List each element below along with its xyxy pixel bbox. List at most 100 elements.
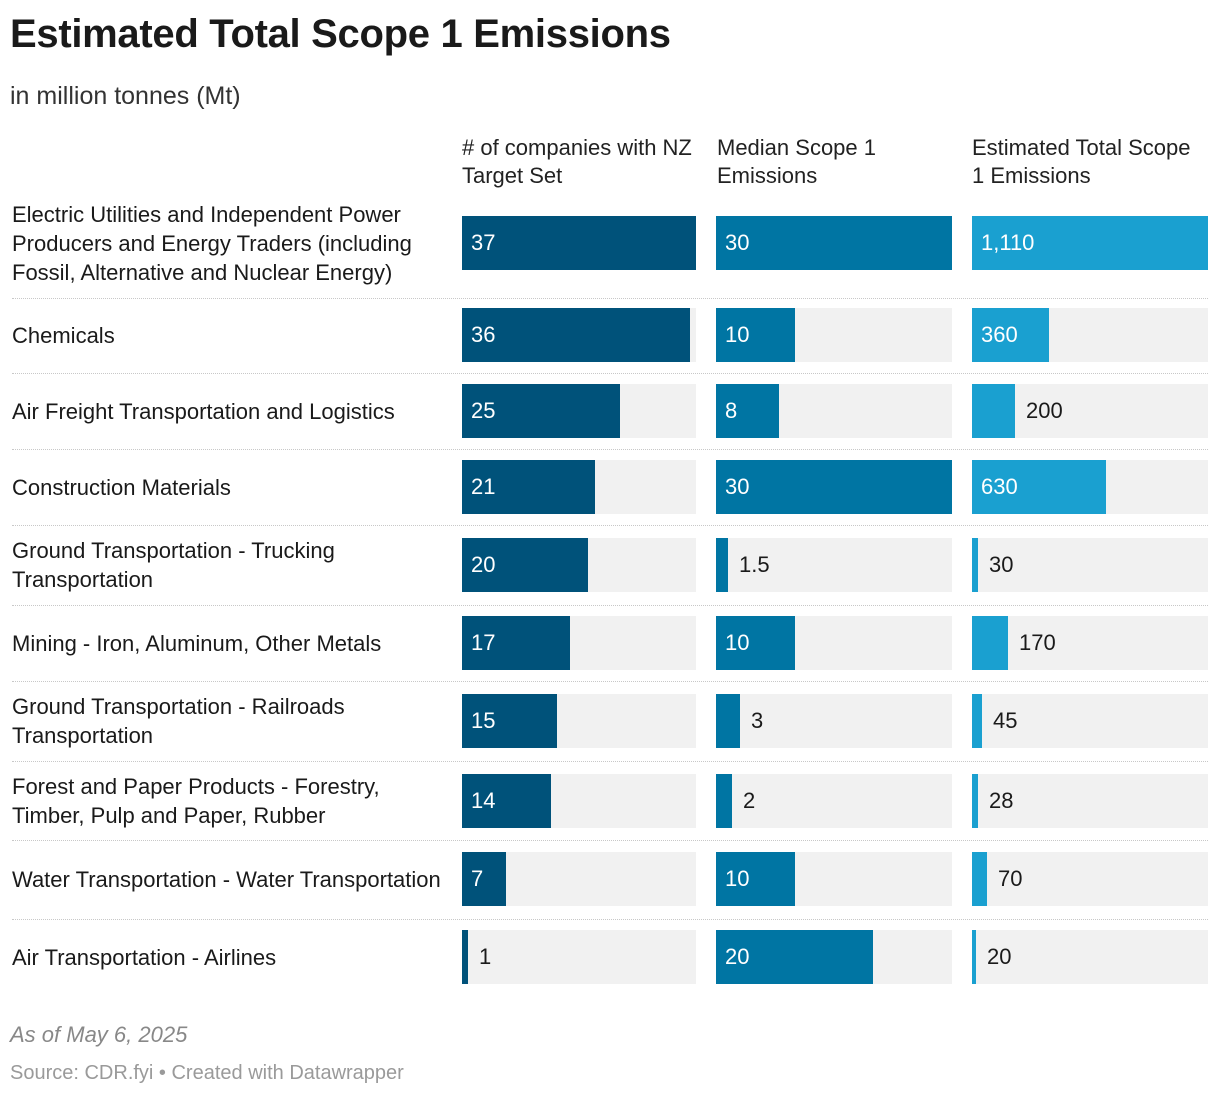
value-label-total: 70 — [998, 866, 1023, 891]
bar-track-median: 8 — [716, 384, 952, 438]
value-label-median: 30 — [725, 474, 750, 499]
bar-total — [972, 308, 1049, 362]
bar-track-companies: 36 — [462, 308, 696, 362]
bar-track-total: 1,110 — [972, 216, 1208, 270]
bar-track-companies: 17 — [462, 616, 696, 670]
bar-median — [716, 852, 795, 906]
row-label: Chemicals — [12, 322, 115, 348]
bar-median — [716, 616, 795, 670]
row-label: Air Transportation - Airlines — [12, 944, 277, 970]
value-label-companies: 14 — [471, 788, 496, 813]
bar-companies — [462, 538, 588, 592]
bar-companies — [462, 616, 570, 670]
row-label: Mining - Iron, Aluminum, Other Metals — [12, 630, 382, 656]
row-separator — [12, 919, 1208, 920]
bar-track-total: 28 — [972, 774, 1208, 828]
row-separator — [12, 605, 1208, 606]
chart-title: Estimated Total Scope 1 Emissions — [10, 12, 671, 56]
row-separator — [12, 298, 1208, 299]
bar-total — [972, 538, 978, 592]
value-label-median: 10 — [725, 322, 750, 347]
bar-track-total: 70 — [972, 852, 1208, 906]
bar-median — [716, 538, 728, 592]
bar-track-companies: 20 — [462, 538, 696, 592]
value-label-companies: 37 — [471, 230, 496, 255]
bar-total — [972, 216, 1208, 270]
value-label-total: 200 — [1026, 398, 1063, 423]
chart-subtitle: in million tonnes (Mt) — [10, 82, 241, 110]
value-label-total: 360 — [981, 322, 1018, 347]
bar-total — [972, 384, 1015, 438]
value-label-companies: 7 — [471, 866, 484, 891]
value-label-total: 170 — [1019, 630, 1056, 655]
row-label: Ground Transportation - Trucking Transpo… — [12, 538, 335, 592]
bar-median — [716, 694, 740, 748]
bar-median — [716, 930, 873, 984]
value-label-total: 630 — [981, 474, 1018, 499]
bar-median — [716, 460, 952, 514]
bar-track-median: 10 — [716, 308, 952, 362]
bar-companies — [462, 774, 551, 828]
bar-companies — [462, 460, 595, 514]
bar-companies — [462, 384, 620, 438]
bar-track-companies: 25 — [462, 384, 696, 438]
value-label-median: 8 — [725, 398, 738, 423]
row-separator — [12, 840, 1208, 841]
value-label-median: 10 — [725, 866, 750, 891]
bar-track-total: 200 — [972, 384, 1208, 438]
value-label-median: 30 — [725, 230, 750, 255]
row-label: Forest and Paper Products - Forestry, Ti… — [12, 774, 380, 828]
value-label-total: 30 — [989, 552, 1014, 577]
bar-track-companies: 21 — [462, 460, 696, 514]
bar-track-companies: 1 — [462, 930, 696, 984]
bar-median — [716, 308, 795, 362]
bar-track-total: 45 — [972, 694, 1208, 748]
bar-track-total: 630 — [972, 460, 1208, 514]
value-label-total: 20 — [987, 944, 1012, 969]
value-label-median: 10 — [725, 630, 750, 655]
row-label: Construction Materials — [12, 474, 231, 500]
row-label: Ground Transportation - Railroads Transp… — [12, 694, 345, 748]
bar-companies — [462, 930, 468, 984]
bar-track-companies: 7 — [462, 852, 696, 906]
bar-track-total: 170 — [972, 616, 1208, 670]
bar-companies — [462, 852, 506, 906]
source-credit: Source: CDR.fyi • Created with Datawrapp… — [10, 1062, 404, 1084]
bar-total — [972, 460, 1106, 514]
value-label-companies: 15 — [471, 708, 496, 733]
bar-median — [716, 384, 779, 438]
bar-track-companies: 15 — [462, 694, 696, 748]
bar-track-companies: 37 — [462, 216, 696, 270]
row-separator — [12, 681, 1208, 682]
value-label-companies: 21 — [471, 474, 496, 499]
value-label-total: 45 — [993, 708, 1018, 733]
row-separator — [12, 761, 1208, 762]
bar-track-median: 30 — [716, 216, 952, 270]
value-label-total: 28 — [989, 788, 1014, 813]
bar-total — [972, 774, 978, 828]
row-label: Water Transportation - Water Transportat… — [12, 866, 441, 892]
bar-companies — [462, 694, 557, 748]
value-label-companies: 36 — [471, 322, 496, 347]
column-header-companies: # of companies with NZ Target Set — [462, 135, 692, 188]
date-note: As of May 6, 2025 — [10, 1022, 188, 1047]
row-separator — [12, 373, 1208, 374]
column-header-median: Median Scope 1 Emissions — [717, 135, 876, 188]
row-separator — [12, 449, 1208, 450]
bar-track-median: 3 — [716, 694, 952, 748]
value-label-companies: 17 — [471, 630, 496, 655]
bar-median — [716, 216, 952, 270]
bar-track-total: 20 — [972, 930, 1208, 984]
row-label: Air Freight Transportation and Logistics — [12, 398, 395, 424]
bar-total — [972, 852, 987, 906]
column-header-total: Estimated Total Scope 1 Emissions — [972, 135, 1191, 188]
row-label: Electric Utilities and Independent Power… — [12, 201, 412, 285]
bar-companies — [462, 308, 690, 362]
value-label-median: 1.5 — [739, 552, 770, 577]
value-label-total: 1,110 — [981, 230, 1035, 255]
value-label-companies: 1 — [479, 944, 492, 969]
bar-total — [972, 930, 976, 984]
bar-track-companies: 14 — [462, 774, 696, 828]
bar-track-median: 30 — [716, 460, 952, 514]
bar-track-median: 1.5 — [716, 538, 952, 592]
